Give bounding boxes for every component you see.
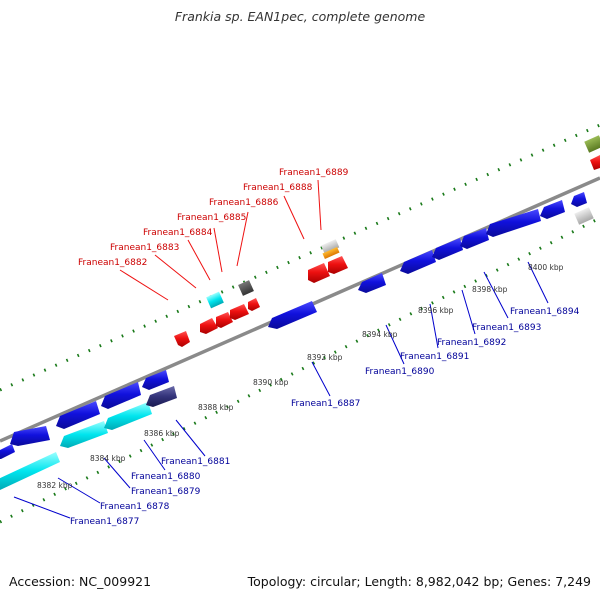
gene-6890-arrow[interactable]	[358, 273, 386, 293]
gene-label[interactable]: Franean1_6888	[243, 183, 313, 193]
gene-olive-edge[interactable]	[584, 135, 600, 153]
gene-6889-arrow[interactable]	[328, 256, 348, 274]
gene-6884-arrow[interactable]	[216, 312, 233, 328]
gene-cyan-2[interactable]	[60, 421, 108, 448]
kbp-label: 8388 kbp	[198, 403, 234, 412]
gene-6877-arrow[interactable]	[0, 444, 15, 459]
gene-label[interactable]: Franean1_6884	[143, 228, 213, 238]
gene-gray-small[interactable]	[238, 280, 254, 296]
gene-6878-arrow[interactable]	[10, 426, 50, 446]
gene-label[interactable]: Franean1_6894	[510, 307, 580, 317]
gene-6891-arrow[interactable]	[400, 250, 436, 274]
gene-edge-arrow[interactable]	[571, 192, 587, 207]
gene-6894-arrow[interactable]	[486, 209, 541, 237]
gene-features	[0, 135, 600, 490]
bottom-gene-labels: Franean1_6877 Franean1_6878 Franean1_687…	[70, 307, 580, 527]
gene-6881-arrow[interactable]	[142, 370, 169, 390]
gene-label[interactable]: Franean1_6878	[100, 502, 170, 512]
gene-label[interactable]: Franean1_6879	[131, 487, 201, 497]
map-title: Frankia sp. EAN1pec, complete genome	[174, 9, 426, 24]
outer-tick-row	[0, 123, 600, 392]
gene-edge-red[interactable]	[590, 155, 600, 170]
gene-light-small[interactable]	[321, 239, 340, 254]
gene-cyan-small[interactable]	[206, 291, 224, 309]
gene-label[interactable]: Franean1_6882	[78, 258, 147, 268]
gene-orange-small[interactable]	[322, 247, 340, 259]
gene-label[interactable]: Franean1_6889	[279, 168, 349, 178]
gene-label[interactable]: Franean1_6881	[161, 457, 230, 467]
genome-stats: Topology: circular; Length: 8,982,042 bp…	[247, 574, 591, 589]
gene-6886-arrow[interactable]	[248, 298, 260, 311]
gene-6882-arrow[interactable]	[174, 331, 190, 347]
gene-6887-arrow[interactable]	[268, 301, 317, 329]
gene-6879-arrow[interactable]	[56, 401, 100, 429]
kbp-label: 8396 kbp	[418, 306, 454, 315]
gene-label[interactable]: Franean1_6891	[400, 352, 469, 362]
gene-6880-arrow[interactable]	[101, 382, 141, 409]
gene-label[interactable]: Franean1_6877	[70, 517, 139, 527]
gene-6892-arrow[interactable]	[432, 238, 463, 260]
gene-6893-arrow[interactable]	[460, 228, 489, 249]
gene-label[interactable]: Franean1_6886	[209, 198, 279, 208]
top-leader-lines	[119, 179, 322, 301]
bottom-leader-lines	[13, 261, 549, 519]
gene-label[interactable]: Franean1_6887	[291, 399, 360, 409]
gene-label[interactable]: Franean1_6890	[365, 367, 435, 377]
gene-label[interactable]: Franean1_6885	[177, 213, 246, 223]
gene-label[interactable]: Franean1_6893	[472, 323, 541, 333]
gene-label[interactable]: Franean1_6883	[110, 243, 179, 253]
kbp-label: 8398 kbp	[472, 285, 508, 294]
gene-label[interactable]: Franean1_6892	[437, 338, 506, 348]
kbp-label: 8390 kbp	[253, 378, 289, 387]
gene-label[interactable]: Franean1_6880	[131, 472, 201, 482]
gene-cyan-1[interactable]	[0, 452, 60, 490]
kbp-label: 8400 kbp	[528, 263, 564, 272]
gene-6894b-arrow[interactable]	[540, 200, 565, 219]
kbp-label: 8392 kbp	[307, 353, 343, 362]
gene-6883-arrow[interactable]	[200, 318, 218, 334]
kbp-label: 8384 kbp	[90, 454, 126, 463]
kbp-label: 8382 kbp	[37, 481, 73, 490]
gene-light-edge[interactable]	[574, 207, 594, 225]
kbp-label: 8386 kbp	[144, 429, 180, 438]
kbp-label: 8394 kbp	[362, 330, 398, 339]
gene-6885-arrow[interactable]	[230, 304, 249, 320]
gene-6888-arrow[interactable]	[308, 263, 330, 283]
kbp-scale: 8382 kbp 8384 kbp 8386 kbp 8388 kbp 8390…	[37, 263, 564, 490]
gene-cyan-3[interactable]	[104, 402, 152, 430]
top-gene-labels: Franean1_6882 Franean1_6883 Franean1_688…	[78, 168, 349, 268]
accession-label: Accession: NC_009921	[9, 574, 152, 589]
gene-navy-1[interactable]	[146, 386, 177, 407]
